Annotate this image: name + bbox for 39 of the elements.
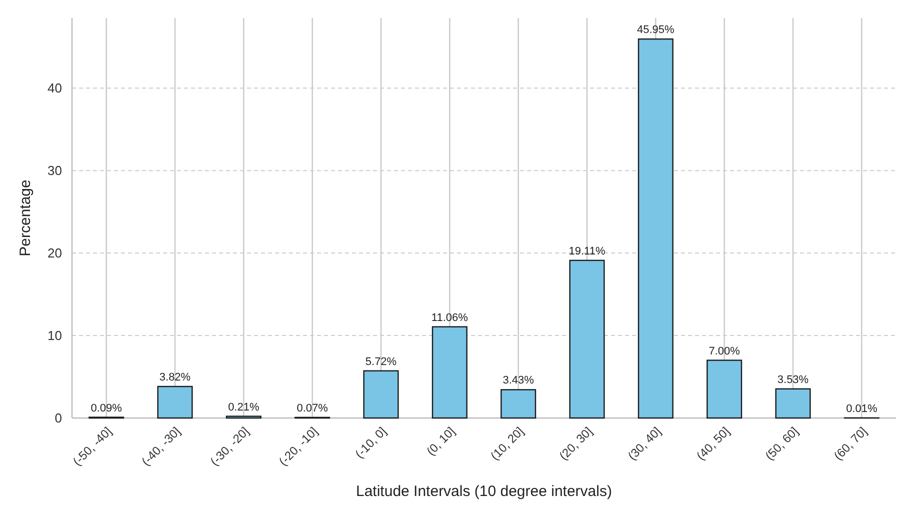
data-label: 3.43% <box>502 374 534 387</box>
bar <box>638 38 674 419</box>
data-label: 11.06% <box>431 312 468 324</box>
x-tick-label: (0, 10] <box>424 424 458 458</box>
bar <box>569 260 605 419</box>
data-label: 3.53% <box>777 374 809 386</box>
data-label: 5.72% <box>365 356 397 368</box>
data-label: 19.11% <box>568 245 606 258</box>
bar <box>500 389 536 419</box>
y-tick-label: 10 <box>48 328 62 344</box>
x-tick-label: (50, 60] <box>762 424 802 463</box>
x-tick-label: (-50, -40] <box>70 424 114 469</box>
data-label: 3.82% <box>159 371 191 384</box>
x-tick-label: (20, 30] <box>556 424 596 463</box>
y-axis-title: Percentage <box>17 180 34 256</box>
x-tick-label: (40, 50] <box>694 424 732 463</box>
data-label: 7.00% <box>708 345 740 358</box>
x-axis-title: Latitude Intervals (10 degree intervals) <box>356 483 612 500</box>
bar <box>775 388 811 419</box>
x-tick-label: (-10, 0] <box>352 424 390 461</box>
data-label: 0.21% <box>228 401 260 414</box>
x-tick-label: (30, 40] <box>625 424 664 463</box>
x-tick-label: (60, 70] <box>831 424 870 463</box>
x-tick-label: (10, 20] <box>488 424 526 463</box>
bar <box>706 360 742 419</box>
y-tick-label: 20 <box>48 246 62 261</box>
data-label: 0.07% <box>296 402 328 414</box>
data-label: 0.09% <box>90 402 122 414</box>
x-tick-label: (-40, -30] <box>138 424 184 469</box>
bar <box>432 326 468 419</box>
x-tick-label: (-30, -20] <box>207 424 252 469</box>
y-tick-label: 0 <box>54 410 62 426</box>
bar <box>363 370 399 419</box>
x-tick-label: (-20, -10] <box>276 424 320 469</box>
y-tick-label: 40 <box>48 80 62 96</box>
data-label: 45.95% <box>637 24 675 36</box>
y-tick-label: 30 <box>48 163 62 178</box>
bar <box>157 386 193 419</box>
data-label: 0.01% <box>846 402 878 415</box>
